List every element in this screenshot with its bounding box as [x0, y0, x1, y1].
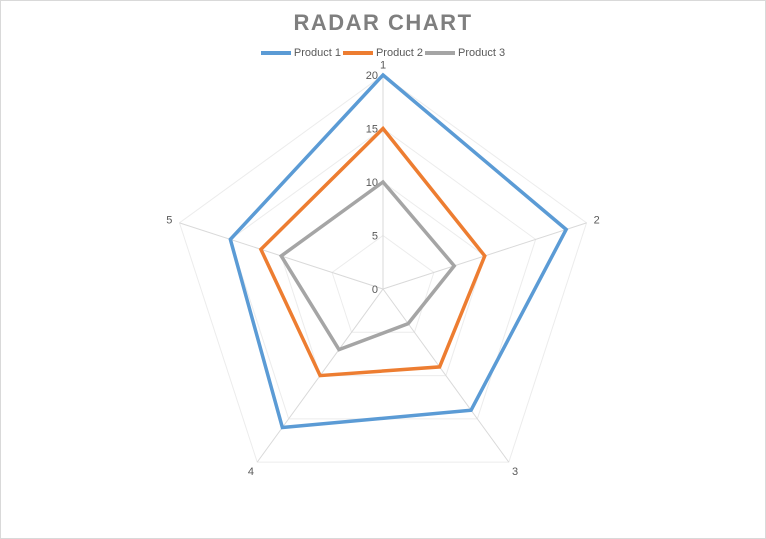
series-line-product-2	[258, 125, 487, 378]
legend-label: Product 1	[293, 47, 341, 59]
category-label: 3	[512, 466, 518, 478]
grid-ring	[178, 74, 588, 463]
legend-item: Product 1	[260, 47, 341, 59]
legend: Product 1 Product 2 Product 3	[0, 47, 766, 59]
axis-spoke	[382, 288, 510, 463]
radial-tick-label: 0	[372, 284, 378, 296]
legend-swatch	[425, 51, 456, 55]
series-line-product-1	[228, 72, 569, 430]
category-label: 4	[248, 466, 254, 478]
series-line-product-3	[278, 179, 457, 352]
legend-label: Product 3	[458, 47, 506, 59]
radial-tick-label: 5	[372, 231, 378, 243]
category-label: 1	[380, 59, 386, 71]
legend-swatch	[260, 51, 291, 55]
category-label: 5	[166, 215, 172, 227]
category-label: 2	[594, 215, 600, 227]
legend-item: Product 2	[342, 47, 424, 59]
radial-tick-label: 20	[366, 70, 378, 82]
chart-title: RADAR CHART	[293, 10, 473, 35]
legend-item: Product 3	[425, 47, 505, 59]
legend-label: Product 2	[375, 47, 424, 59]
legend-swatch	[342, 51, 373, 55]
radial-tick-label: 15	[366, 124, 378, 136]
